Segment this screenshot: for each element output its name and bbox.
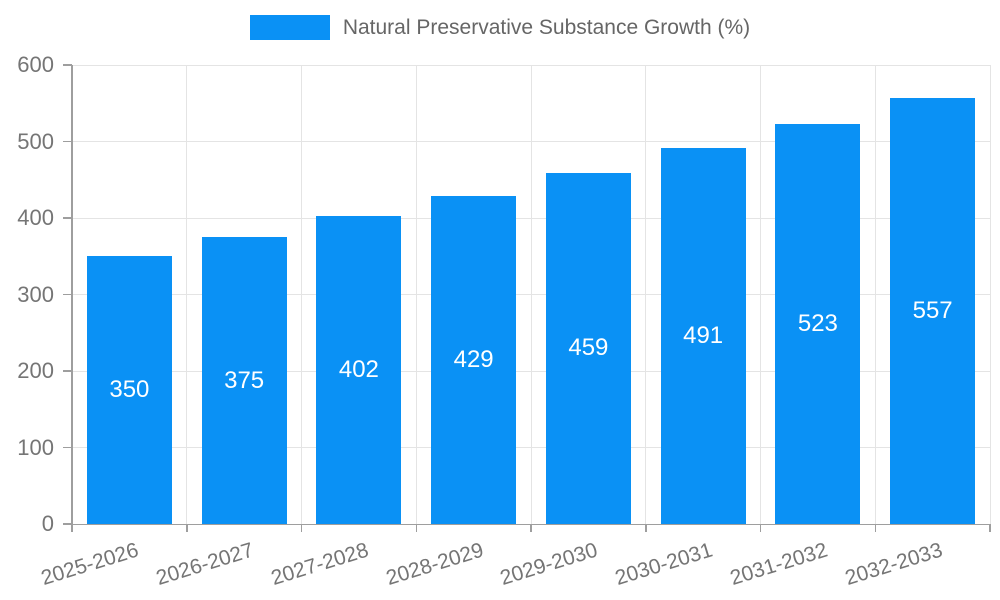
bar-value-label: 523 bbox=[797, 309, 838, 337]
y-tick-label: 500 bbox=[17, 128, 54, 154]
y-axis-tick bbox=[63, 64, 72, 66]
gridline-vertical bbox=[989, 65, 991, 524]
bar-2032-2033[interactable] bbox=[890, 97, 976, 524]
x-axis-line bbox=[72, 523, 990, 525]
bar-value-label: 375 bbox=[224, 366, 265, 394]
y-tick-label: 100 bbox=[17, 434, 54, 460]
gridline-vertical bbox=[415, 65, 417, 524]
bar-value-label: 459 bbox=[568, 334, 609, 362]
bar-2030-2031[interactable] bbox=[660, 148, 746, 524]
legend-label[interactable]: Natural Preservative Substance Growth (%… bbox=[342, 15, 751, 39]
bar-value-label: 491 bbox=[683, 322, 724, 350]
x-axis-tick bbox=[759, 524, 762, 532]
legend-swatch-icon[interactable] bbox=[249, 15, 330, 40]
legend[interactable]: Natural Preservative Substance Growth (%… bbox=[0, 15, 1000, 40]
gridline-vertical bbox=[301, 65, 302, 524]
x-axis-tick bbox=[645, 524, 647, 532]
bar-value-label: 350 bbox=[109, 376, 150, 404]
gridline-vertical bbox=[760, 65, 761, 524]
bar-2027-2028[interactable] bbox=[316, 216, 402, 524]
y-tick-label: 300 bbox=[17, 281, 54, 307]
x-axis-tick bbox=[989, 524, 991, 532]
x-axis-tick bbox=[530, 524, 532, 532]
bar-value-label: 557 bbox=[912, 296, 953, 324]
x-axis-tick bbox=[415, 524, 417, 532]
gridline-vertical bbox=[645, 65, 647, 524]
y-tick-label: 0 bbox=[41, 511, 54, 536]
y-axis-tick bbox=[63, 523, 72, 525]
gridline-vertical bbox=[530, 65, 532, 524]
y-axis-tick bbox=[63, 140, 72, 143]
y-axis-tick bbox=[63, 370, 72, 372]
x-axis-tick bbox=[186, 524, 188, 532]
gridline-vertical bbox=[874, 65, 876, 524]
bar-value-label: 402 bbox=[338, 356, 379, 384]
bar-2025-2026[interactable] bbox=[86, 256, 172, 524]
y-tick-label: 600 bbox=[17, 52, 54, 77]
bar-2031-2032[interactable] bbox=[775, 123, 861, 524]
y-tick-label: 200 bbox=[17, 358, 54, 383]
y-axis-line bbox=[71, 65, 73, 532]
y-tick-label: 400 bbox=[17, 205, 54, 230]
x-axis-tick bbox=[874, 524, 876, 532]
y-axis-tick bbox=[63, 446, 72, 449]
y-axis-tick bbox=[63, 293, 72, 296]
bar-2028-2029[interactable] bbox=[431, 195, 517, 524]
gridline-vertical bbox=[186, 65, 188, 524]
x-axis-tick bbox=[300, 524, 303, 532]
bar-value-label: 429 bbox=[453, 345, 494, 373]
bar-2029-2030[interactable] bbox=[545, 172, 631, 524]
y-axis-tick bbox=[63, 217, 72, 219]
bar-2026-2027[interactable] bbox=[201, 237, 287, 524]
